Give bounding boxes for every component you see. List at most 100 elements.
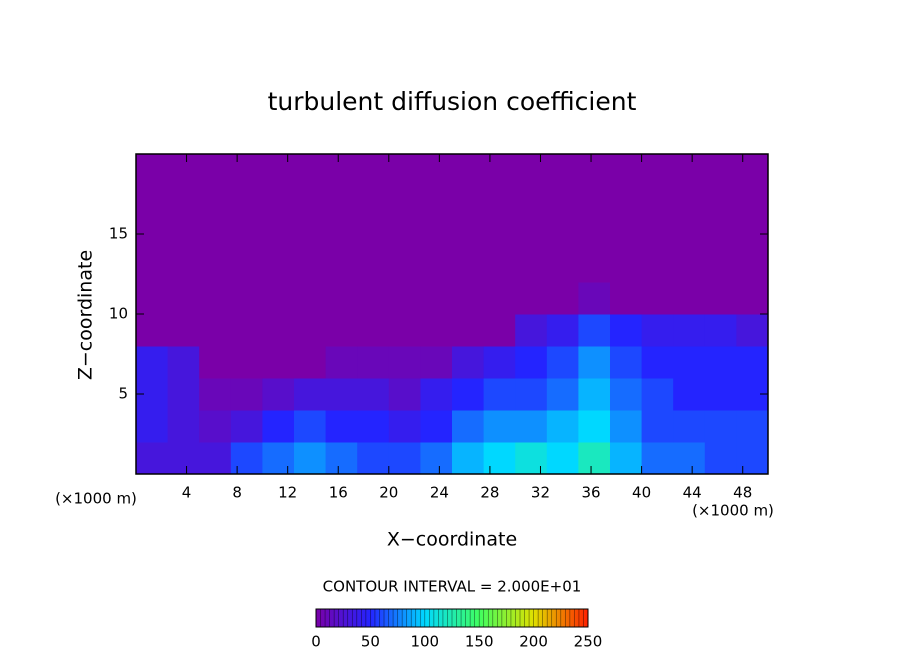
heatmap-cell — [167, 154, 200, 187]
heatmap-cell — [704, 346, 737, 379]
x-unit: (×1000 m) — [692, 502, 774, 520]
heatmap-cell — [230, 154, 263, 187]
heatmap-cell — [641, 346, 674, 379]
heatmap-cell — [167, 282, 200, 315]
y-tick-label: 10 — [109, 305, 128, 323]
heatmap-cell — [325, 250, 358, 283]
heatmap-cell — [325, 346, 358, 379]
heatmap-cell — [483, 250, 516, 283]
heatmap-cell — [546, 282, 579, 315]
heatmap-cell — [673, 218, 706, 251]
heatmap-cell — [262, 346, 295, 379]
heatmap-cell — [610, 154, 643, 187]
heatmap-cell — [578, 410, 611, 443]
heatmap-cell — [325, 218, 358, 251]
heatmap-cell — [610, 218, 643, 251]
heatmap-cell — [673, 154, 706, 187]
heatmap-cell — [199, 314, 232, 347]
heatmap-cell — [610, 282, 643, 315]
heatmap-cell — [325, 282, 358, 315]
heatmap-cell — [325, 314, 358, 347]
x-tick-label: 48 — [733, 484, 752, 502]
heatmap-cell — [262, 410, 295, 443]
heatmap-cell — [578, 378, 611, 411]
heatmap-cell — [388, 154, 421, 187]
heatmap-cell — [167, 250, 200, 283]
heatmap-cell — [452, 314, 485, 347]
heatmap-cell — [704, 314, 737, 347]
heatmap-cell — [641, 282, 674, 315]
heatmap-cell — [388, 314, 421, 347]
heatmap-cell — [230, 378, 263, 411]
heatmap-cell — [167, 442, 200, 475]
heatmap-cell — [483, 282, 516, 315]
heatmap-cell — [262, 442, 295, 475]
heatmap-cell — [294, 442, 327, 475]
heatmap-cell — [578, 442, 611, 475]
heatmap-cell — [546, 250, 579, 283]
heatmap-cell — [610, 442, 643, 475]
heatmap-cell — [736, 250, 769, 283]
x-tick-label: 36 — [581, 484, 600, 502]
heatmap-cell — [578, 218, 611, 251]
heatmap-cell — [483, 346, 516, 379]
heatmap-cell — [294, 346, 327, 379]
heatmap-cell — [578, 282, 611, 315]
heatmap-cell — [388, 218, 421, 251]
heatmap-cell — [357, 378, 390, 411]
heatmap-cell — [673, 378, 706, 411]
heatmap-cell — [673, 250, 706, 283]
heatmap-cell — [420, 218, 453, 251]
heatmap-cell — [262, 218, 295, 251]
heatmap-cell — [167, 410, 200, 443]
x-tick-label: 4 — [182, 484, 192, 502]
heatmap-cell — [388, 346, 421, 379]
heatmap-cell — [673, 442, 706, 475]
heatmap-cell — [641, 218, 674, 251]
heatmap-cell — [641, 186, 674, 219]
heatmap-cell — [388, 442, 421, 475]
x-tick-label: 20 — [379, 484, 398, 502]
heatmap-cell — [420, 154, 453, 187]
heatmap-cell — [704, 410, 737, 443]
heatmap-cell — [388, 282, 421, 315]
heatmap-cell — [136, 442, 169, 475]
heatmap-cell — [420, 250, 453, 283]
heatmap-cell — [704, 378, 737, 411]
heatmap-cell — [546, 378, 579, 411]
colorbar-tick-label: 50 — [361, 633, 380, 651]
x-tick-label: 40 — [632, 484, 651, 502]
heatmap-cell — [546, 154, 579, 187]
heatmap-cell — [357, 186, 390, 219]
heatmap-cell — [515, 186, 548, 219]
heatmap-cell — [483, 442, 516, 475]
colorbar-tick-label: 200 — [519, 633, 548, 651]
heatmap-cell — [673, 346, 706, 379]
x-tick-label: 28 — [480, 484, 499, 502]
heatmap-cell — [704, 282, 737, 315]
heatmap-cell — [357, 314, 390, 347]
heatmap-cell — [641, 154, 674, 187]
x-tick-label: 12 — [278, 484, 297, 502]
heatmap-cell — [704, 186, 737, 219]
heatmap-cell — [167, 378, 200, 411]
heatmap-cell — [420, 410, 453, 443]
heatmap-cell — [167, 218, 200, 251]
heatmap-cell — [452, 154, 485, 187]
heatmap-cell — [199, 250, 232, 283]
heatmap-cell — [736, 282, 769, 315]
heatmap-cell — [136, 346, 169, 379]
heatmap-cell — [230, 282, 263, 315]
heatmap-cell — [294, 186, 327, 219]
heatmap-cell — [546, 314, 579, 347]
heatmap-cell — [357, 250, 390, 283]
heatmap-cell — [673, 410, 706, 443]
y-axis-label: Z−coordinate — [75, 250, 97, 380]
heatmap-cell — [388, 186, 421, 219]
heatmap-cell — [736, 442, 769, 475]
heatmap-cell — [610, 378, 643, 411]
x-tick-label: 44 — [683, 484, 702, 502]
heatmap-cell — [420, 378, 453, 411]
heatmap-cell — [578, 250, 611, 283]
heatmap-cell — [641, 378, 674, 411]
